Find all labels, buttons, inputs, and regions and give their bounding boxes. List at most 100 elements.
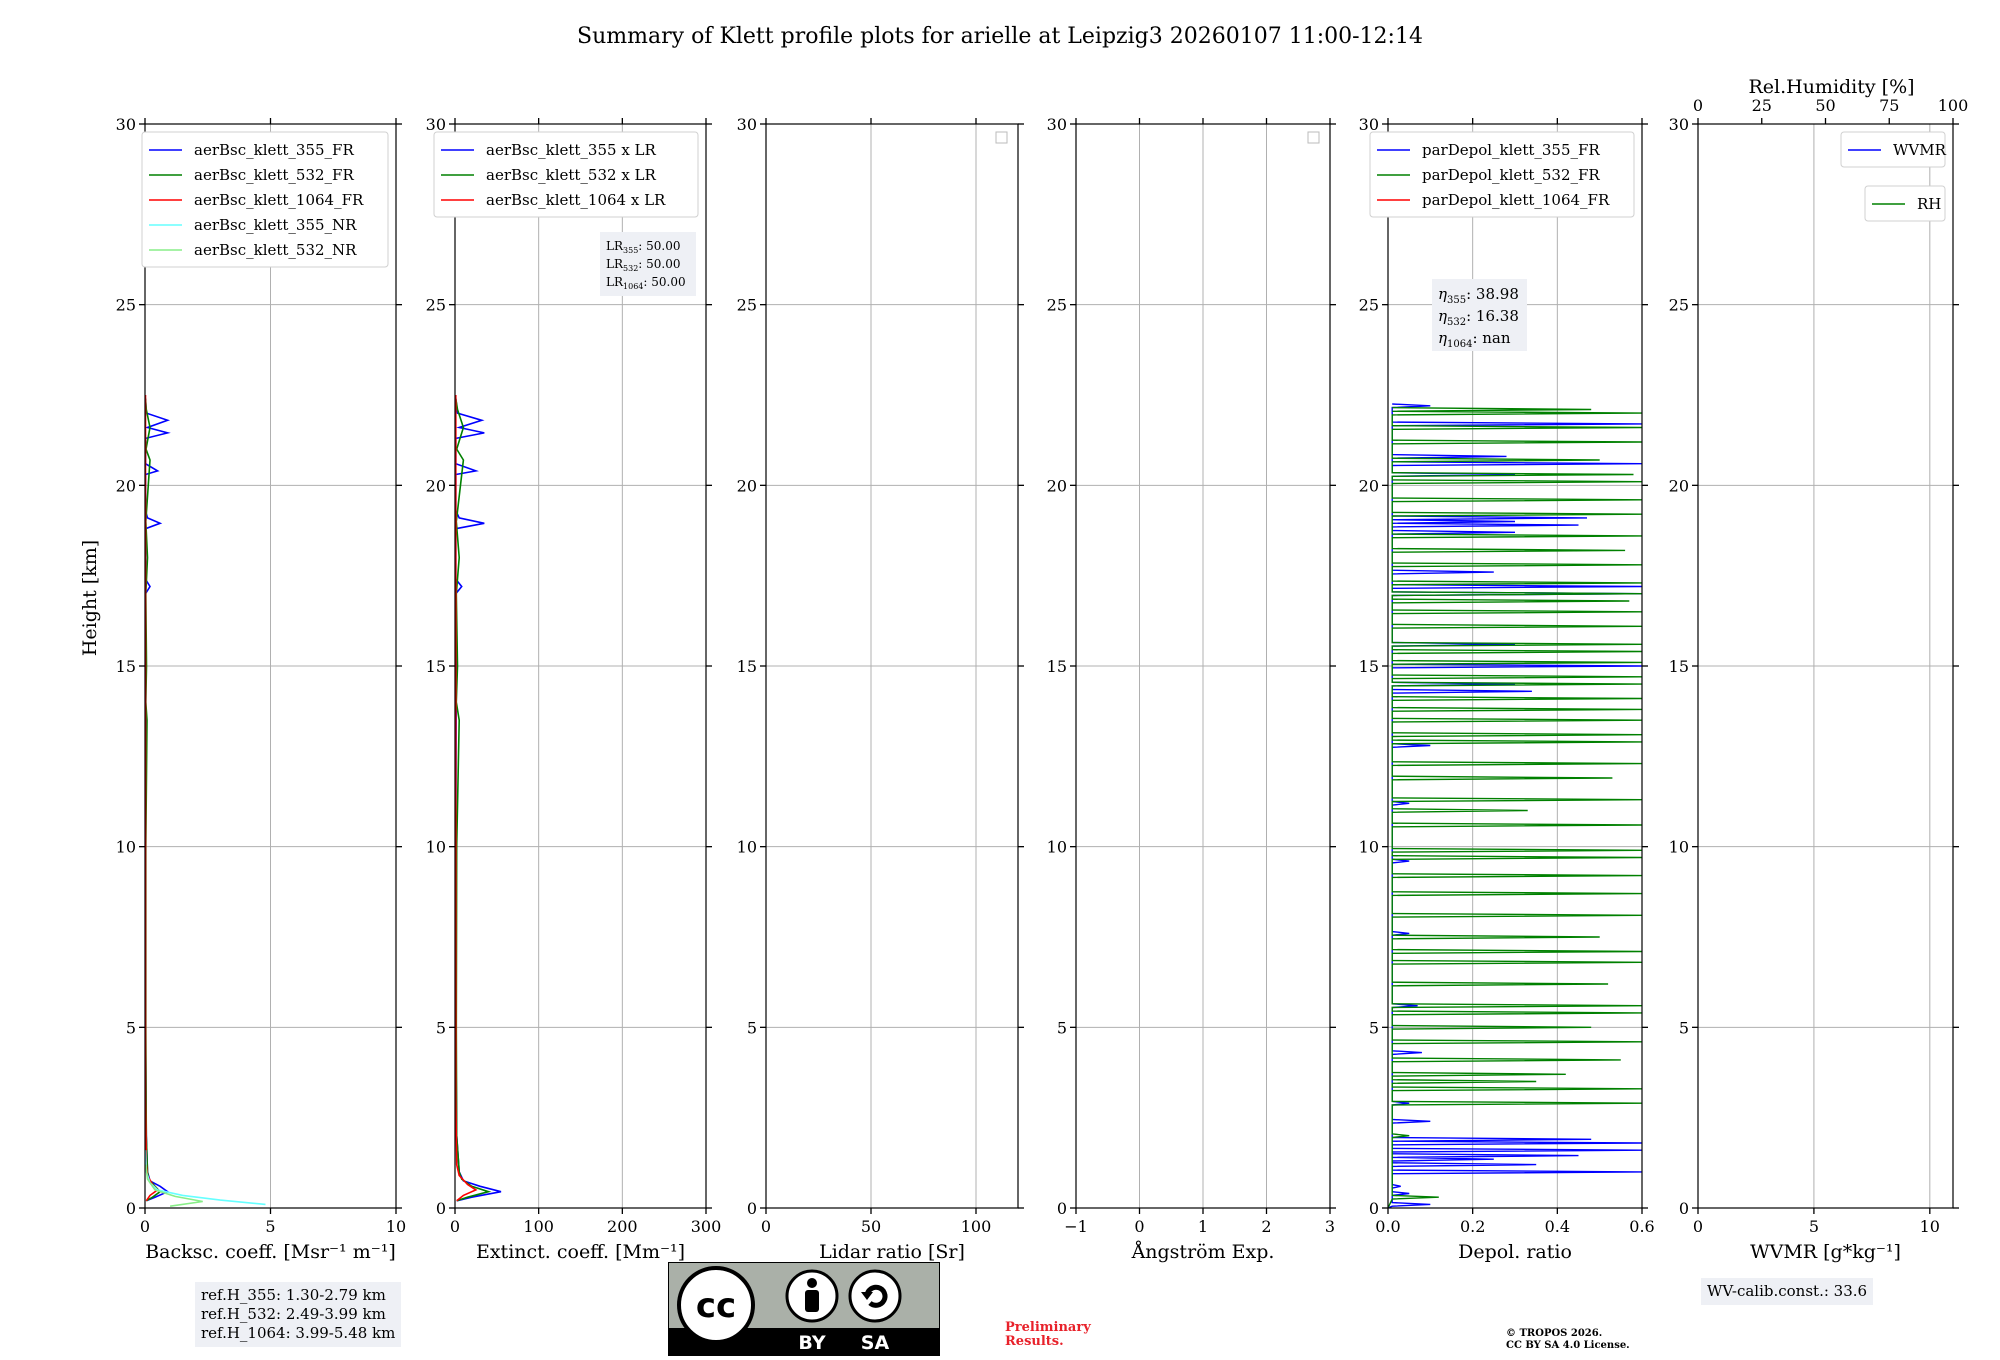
y-tick-label: 25 [1047, 296, 1067, 315]
y-tick-label: 5 [126, 1018, 136, 1037]
panel-backscatter: 0 5 10 15 20 25 30 0 5 10 Backsc. coeff. [Msr⁻¹ m⁻… [116, 115, 407, 1263]
y-tick-label: 10 [426, 838, 446, 857]
legend-entry: aerBsc_klett_355_FR [194, 141, 354, 159]
x-tick-label: 0 [1693, 1217, 1703, 1236]
legend-box [141, 131, 389, 268]
plot-area [455, 395, 502, 1202]
y-tick-label: 20 [1669, 476, 1689, 495]
y-tick-label: 10 [737, 838, 757, 857]
y-tick-label: 0 [747, 1199, 757, 1218]
legend-entry: RH [1917, 195, 1941, 213]
empty-legend-box [995, 131, 1008, 144]
y-tick-label: 30 [116, 115, 136, 134]
x-tick-label: 0 [1134, 1217, 1144, 1236]
x-top-tick-label: 50 [1815, 96, 1835, 115]
sa-share-alike-icon [848, 1269, 902, 1323]
wv-calib-box: WV-calib.const.: 33.6 [1701, 1278, 1874, 1305]
x-tick-label: 0 [140, 1217, 150, 1236]
series-aerBsc_klett_1064 x LR [455, 395, 478, 1202]
legend-entry: aerBsc_klett_532_FR [194, 166, 354, 184]
y-tick-label: 30 [737, 115, 757, 134]
x-tick-label: 0.2 [1460, 1217, 1485, 1236]
cc-logo-text: cc [696, 1286, 736, 1326]
y-tick-label: 10 [1669, 838, 1689, 857]
x-tick-label: 10 [1920, 1217, 1940, 1236]
y-tick-label: 20 [1047, 476, 1067, 495]
x-tick-label: 0.6 [1629, 1217, 1654, 1236]
eta-info-line: η355: 38.98 [1438, 285, 1519, 306]
x-axis-label: Extinct. coeff. [Mm⁻¹] [476, 1241, 685, 1263]
y-tick-label: 0 [1369, 1199, 1379, 1218]
x-tick-label: 300 [691, 1217, 722, 1236]
x-tick-label: 50 [861, 1217, 881, 1236]
series-aerBsc_klett_532_FR [145, 398, 162, 1202]
plot-area [145, 395, 266, 1207]
x-tick-label: 100 [961, 1217, 992, 1236]
y-tick-label: 15 [1047, 657, 1067, 676]
y-tick-label: 25 [426, 296, 446, 315]
y-tick-label: 25 [737, 296, 757, 315]
refheight-355: ref.H_355: 1.30-2.79 km [201, 1286, 386, 1304]
legend-entry: parDepol_klett_532_FR [1422, 166, 1600, 184]
x-tick-label: 200 [607, 1217, 638, 1236]
y-tick-label: 5 [1369, 1018, 1379, 1037]
eta-info-line: η532: 16.38 [1438, 307, 1519, 328]
y-tick-label: 15 [737, 657, 757, 676]
x-top-tick-label: 0 [1693, 96, 1703, 115]
y-tick-label: 0 [126, 1199, 136, 1218]
y-tick-label: 10 [116, 838, 136, 857]
sa-label: SA [861, 1332, 890, 1354]
y-tick-label: 30 [1047, 115, 1067, 134]
copyright-note: © TROPOS 2026. CC BY SA 4.0 License. [1506, 1328, 1630, 1352]
y-tick-label: 5 [1679, 1018, 1689, 1037]
y-tick-label: 15 [1359, 657, 1379, 676]
y-tick-label: 25 [1669, 296, 1689, 315]
x-tick-label: 5 [1809, 1217, 1819, 1236]
panel-lidar_ratio: 0 5 10 15 20 25 30 0 50 100 Lidar ratio [Sr] [737, 115, 1024, 1263]
x-tick-label: 0 [761, 1217, 771, 1236]
y-tick-label: 5 [747, 1018, 757, 1037]
x-axis-label: Ångström Exp. [1131, 1241, 1275, 1263]
x-top-tick-label: 25 [1752, 96, 1772, 115]
x-tick-label: 1 [1198, 1217, 1208, 1236]
refheight-1064: ref.H_1064: 3.99-5.48 km [201, 1324, 396, 1342]
y-tick-label: 0 [1057, 1199, 1067, 1218]
refheight-532: ref.H_532: 2.49-3.99 km [201, 1305, 386, 1323]
lr-info-line: LR1064: 50.00 [606, 275, 686, 291]
legend-entry: aerBsc_klett_355_NR [194, 216, 357, 234]
y-tick-label: 20 [1359, 476, 1379, 495]
y-tick-label: 10 [1047, 838, 1067, 857]
x-axis-label: Depol. ratio [1458, 1241, 1572, 1263]
y-tick-label: 0 [1679, 1199, 1689, 1218]
x-tick-label: −1 [1064, 1217, 1088, 1236]
y-tick-label: 30 [426, 115, 446, 134]
preliminary-line-1: Preliminary [1005, 1320, 1091, 1335]
legend-entry: parDepol_klett_355_FR [1422, 141, 1600, 159]
reference-heights-box: ref.H_355: 1.30-2.79 km ref.H_532: 2.49-… [195, 1282, 402, 1347]
series-aerBsc_klett_355_NR [145, 1150, 266, 1206]
cc-by-sa-license-badge: cc BY SA [668, 1262, 940, 1356]
wv-calib-const: WV-calib.const.: 33.6 [1707, 1282, 1868, 1300]
y-tick-label: 0 [436, 1199, 446, 1218]
y-tick-label: 20 [737, 476, 757, 495]
legend-entry: aerBsc_klett_532_NR [194, 241, 357, 259]
y-tick-label: 30 [1359, 115, 1379, 134]
panel-depol: 0 5 10 15 20 25 30 0.0 0.2 0.4 0.6 Depol. ratio parD… [1359, 115, 1655, 1263]
legend-box [1840, 131, 1946, 168]
x-tick-label: 5 [265, 1217, 275, 1236]
empty-legend-box [1307, 131, 1320, 144]
y-tick-label: 10 [1359, 838, 1379, 857]
y-tick-label: 5 [1057, 1018, 1067, 1037]
by-label: BY [798, 1332, 825, 1354]
x-tick-label: 2 [1261, 1217, 1271, 1236]
cc-logo-icon [677, 1266, 755, 1344]
legend-box [433, 131, 699, 218]
series-aerBsc_klett_355_FR [145, 398, 171, 1202]
x-tick-label: 100 [523, 1217, 554, 1236]
lr-info-line: LR355: 50.00 [606, 239, 681, 255]
series-aerBsc_klett_532 x LR [455, 398, 492, 1202]
copyright-line-2: CC BY SA 4.0 License. [1506, 1340, 1630, 1351]
